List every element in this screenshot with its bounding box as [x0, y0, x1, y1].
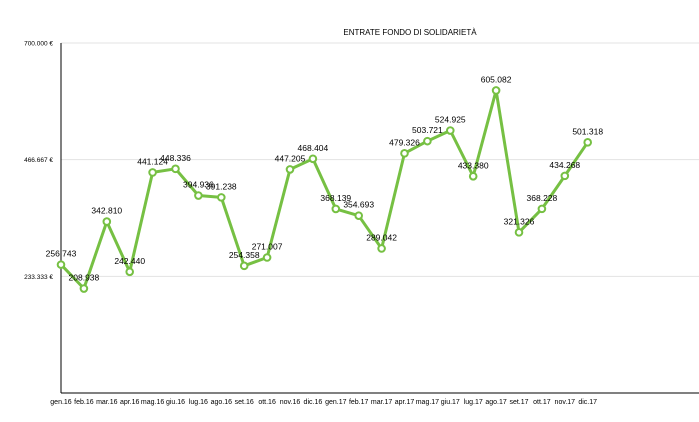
- data-label: 433.380: [458, 160, 489, 170]
- x-tick-label: gen.16: [50, 399, 72, 406]
- data-label: 479.326: [389, 137, 420, 147]
- data-point: [148, 168, 157, 177]
- chart-title: ENTRATE FONDO DI SOLIDARIETÀ: [343, 28, 477, 37]
- data-point: [377, 244, 386, 253]
- data-point: [308, 154, 318, 164]
- data-point: [354, 211, 364, 220]
- data-point: [537, 204, 547, 214]
- x-tick-label: mag.17: [416, 399, 439, 406]
- y-axis-ticks: 233.333 € 466.667 € 700.000 €: [24, 41, 53, 281]
- data-label: 342.810: [91, 206, 122, 216]
- data-label: 394.936: [183, 180, 214, 190]
- x-tick-label: feb.17: [349, 399, 369, 406]
- x-tick-label: giu.17: [441, 399, 460, 406]
- x-tick-label: set.17: [509, 399, 528, 406]
- x-tick-label: lug.16: [189, 399, 208, 406]
- data-point: [468, 172, 478, 181]
- x-tick-label: mar.17: [371, 399, 393, 406]
- data-markers: [56, 86, 593, 293]
- data-label: 289.042: [366, 232, 397, 242]
- x-tick-label: mar.16: [96, 399, 118, 406]
- x-tick-label: dic.17: [578, 399, 597, 406]
- data-label: 468.404: [298, 143, 329, 153]
- data-point: [331, 204, 341, 214]
- data-point: [125, 267, 134, 277]
- data-point: [514, 228, 524, 237]
- y-tick-label: 233.333 €: [24, 274, 53, 281]
- data-label: 391.238: [206, 181, 237, 191]
- x-tick-label: giu.16: [166, 399, 185, 406]
- data-point: [560, 171, 570, 181]
- data-point: [171, 164, 180, 174]
- data-label: 271.007: [252, 241, 283, 251]
- data-point: [400, 149, 409, 158]
- data-point: [262, 253, 272, 262]
- data-label: 503.721: [412, 125, 443, 135]
- data-point: [56, 260, 66, 269]
- data-point: [102, 217, 112, 226]
- data-label: 501.318: [572, 126, 603, 136]
- x-tick-label: gen.17: [325, 399, 347, 406]
- data-label: 254.358: [229, 250, 260, 260]
- data-label: 524.925: [435, 115, 466, 125]
- data-point: [79, 284, 89, 293]
- x-tick-label: ago.17: [485, 399, 507, 406]
- data-label: 242.440: [114, 256, 145, 266]
- x-tick-label: ago.16: [211, 399, 233, 406]
- data-point: [285, 165, 295, 174]
- data-label: 368.139: [320, 193, 351, 203]
- data-label: 368.228: [527, 193, 558, 203]
- data-label: 434.268: [549, 160, 580, 170]
- data-point: [217, 193, 226, 202]
- x-tick-label: set.16: [235, 399, 254, 406]
- x-axis-ticks: gen.16 feb.16 mar.16 apr.16 mag.16 giu.16 lug.…: [50, 399, 597, 406]
- x-tick-label: apr.17: [395, 399, 415, 406]
- y-tick-label: 466.667 €: [24, 157, 53, 164]
- x-tick-label: nov.16: [280, 399, 301, 406]
- data-point: [583, 138, 593, 147]
- x-tick-label: ott.17: [533, 399, 551, 406]
- data-label: 256.743: [46, 249, 77, 259]
- x-tick-label: apr.16: [120, 399, 140, 406]
- series-line: [59, 89, 590, 290]
- data-point: [491, 86, 501, 95]
- data-label: 321.326: [504, 216, 535, 226]
- x-tick-label: lug.17: [464, 399, 483, 406]
- x-tick-label: mag.16: [141, 399, 164, 406]
- x-tick-label: dic.16: [304, 399, 323, 406]
- data-labels: 256.743 208.938 342.810 242.440 441.124448.3…: [46, 74, 604, 282]
- data-label: 448.336: [160, 153, 191, 163]
- data-label: 447.205: [275, 153, 306, 163]
- gridlines: [61, 42, 699, 277]
- data-point: [239, 261, 249, 271]
- x-tick-label: feb.16: [74, 399, 94, 406]
- data-label: 441.124: [137, 156, 168, 166]
- x-tick-label: nov.17: [555, 399, 576, 406]
- data-point: [423, 136, 432, 146]
- data-point: [446, 126, 455, 135]
- data-label: 354.693: [343, 200, 374, 210]
- y-tick-label: 700.000 €: [24, 41, 53, 48]
- data-point: [194, 191, 203, 200]
- data-label: 605.082: [481, 74, 512, 84]
- data-label: 208.938: [69, 273, 100, 283]
- x-tick-label: ott.16: [258, 399, 276, 406]
